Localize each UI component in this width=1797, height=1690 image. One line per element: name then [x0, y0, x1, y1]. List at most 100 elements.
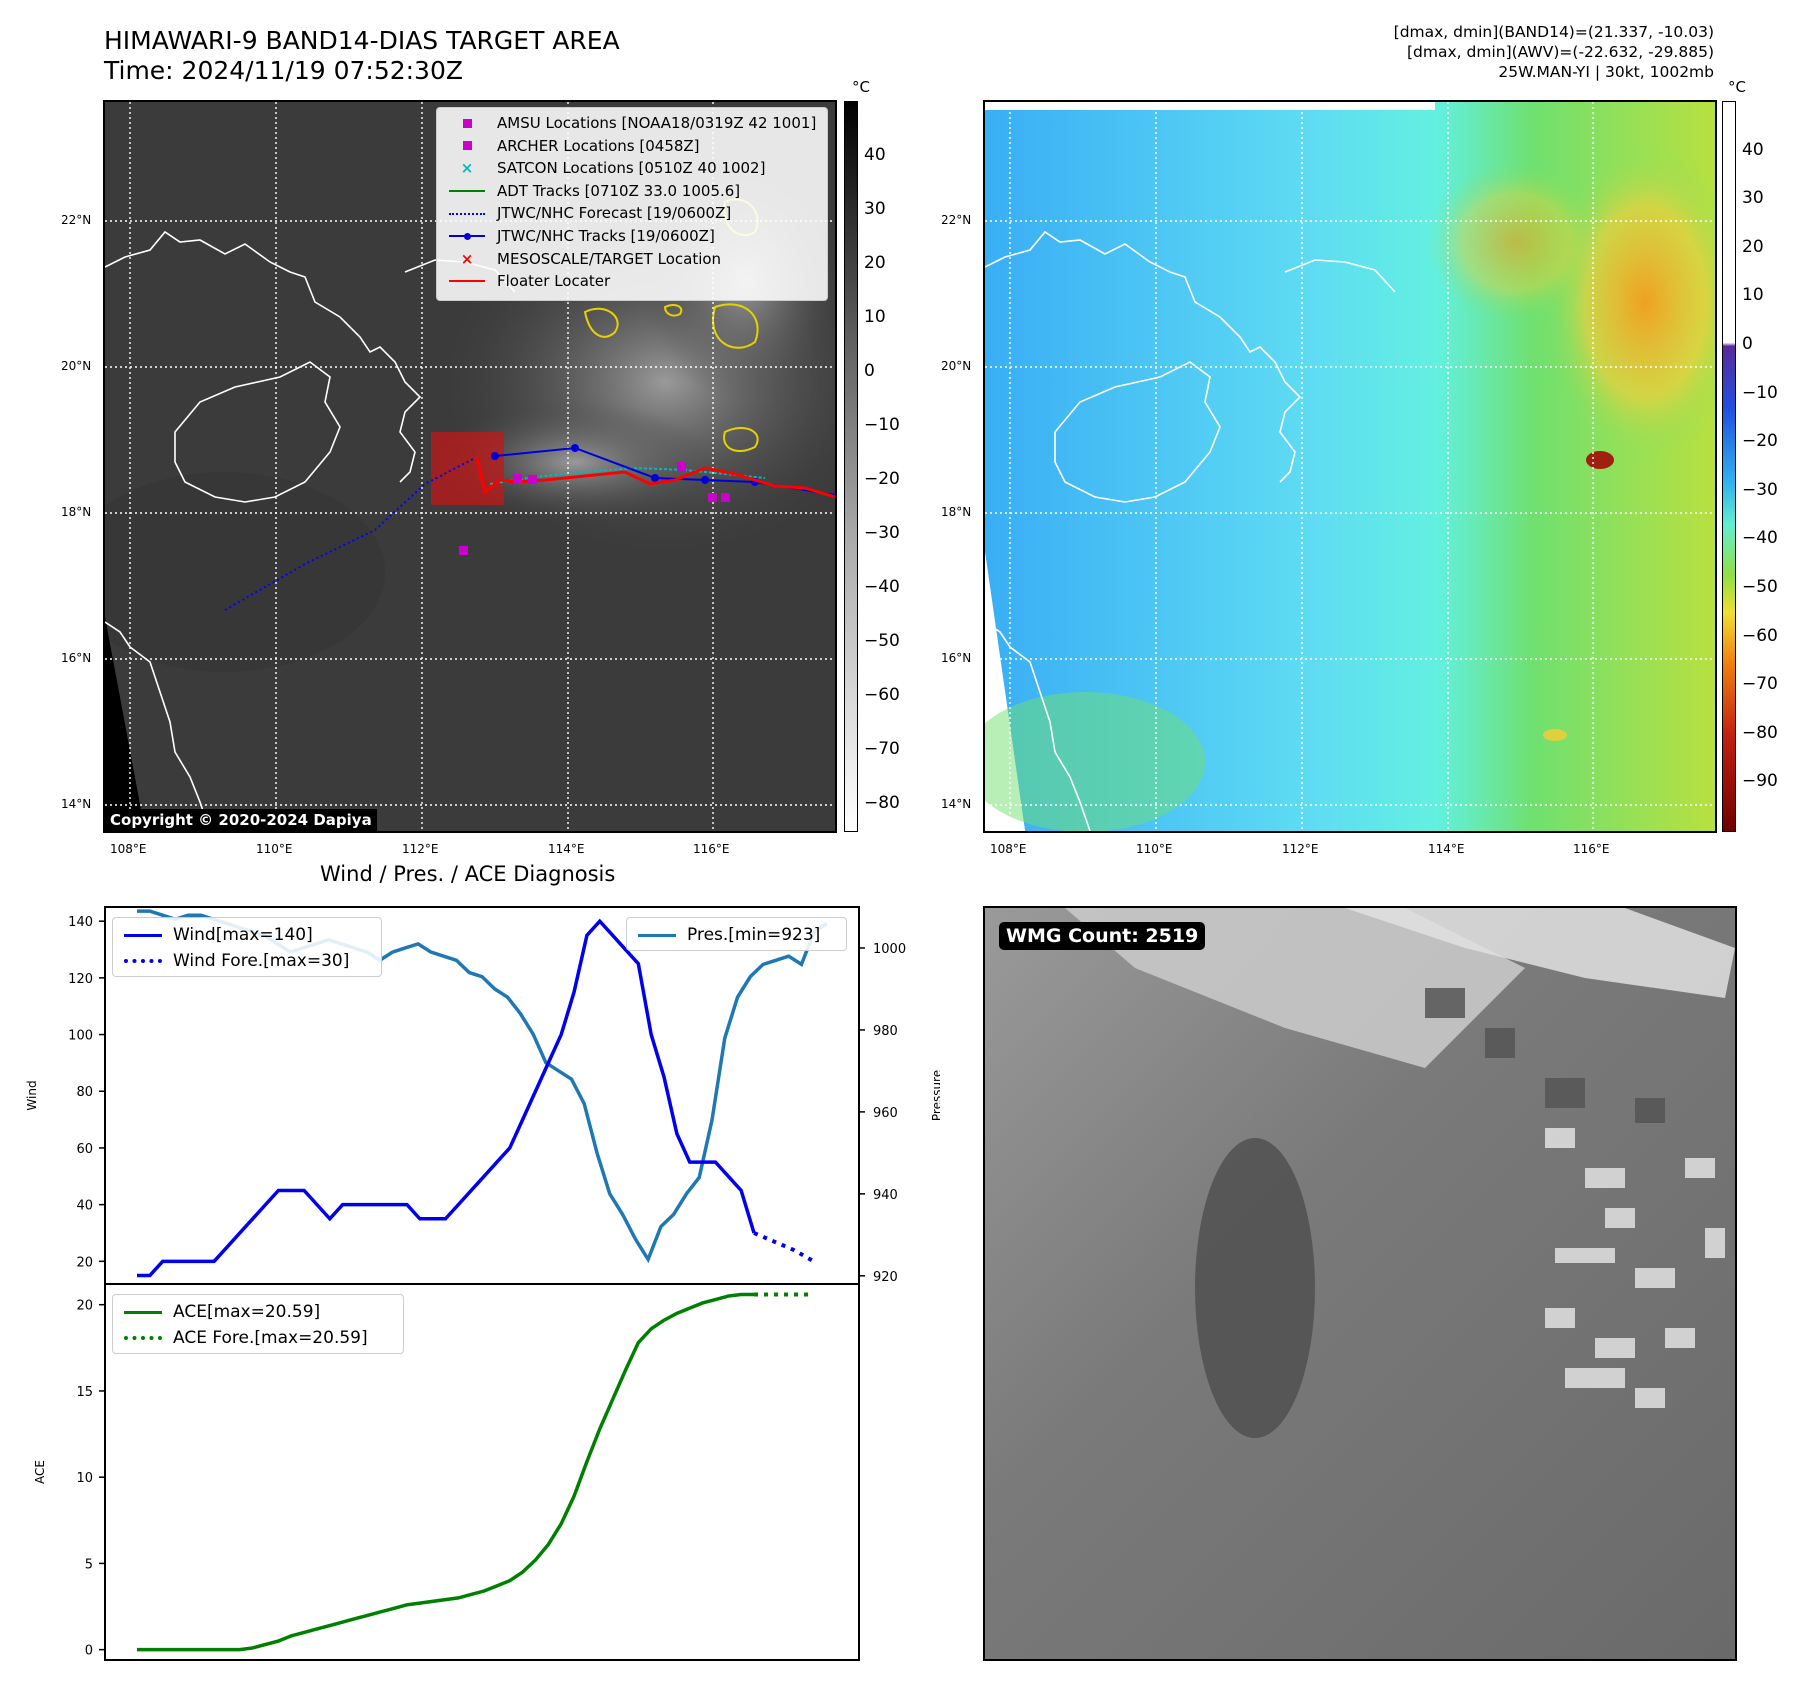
wind-ytick-label: 60 — [76, 1142, 93, 1157]
colorbar-tick-label: −30 — [1742, 479, 1778, 500]
floater-track — [475, 457, 835, 499]
colorbar-tick-label: −50 — [1742, 577, 1778, 597]
colorbar-tick-label: −30 — [864, 523, 900, 543]
colorbar-tick-label: 30 — [1742, 188, 1764, 209]
colorbar-tick-label: 10 — [1742, 285, 1764, 306]
stats-line-3: 25W.MAN-YI | 30kt, 1002mb — [1498, 63, 1714, 81]
ace-axis-label: ACE — [33, 1460, 47, 1484]
pres-axis-label: Pressure — [930, 1070, 940, 1121]
colorbar-tick-label: −60 — [1742, 625, 1778, 646]
lat-tick-label: 16°N — [941, 651, 972, 665]
wv-gridlines — [985, 102, 1715, 831]
pres-ytick-label: 980 — [873, 1024, 898, 1039]
legend-target: × MESOSCALE/TARGET Location — [460, 249, 722, 268]
colorbar-tick-label: −80 — [1742, 722, 1778, 743]
lon-tick-label: 116°E — [693, 842, 730, 856]
diagnosis-title: Wind / Pres. / ACE Diagnosis — [320, 862, 616, 886]
ir-colorbar-unit: °C — [852, 78, 870, 96]
colorbar-tick-label: −50 — [864, 631, 900, 651]
wind-ytick-label: 100 — [68, 1029, 93, 1044]
ace-ytick-label: 15 — [76, 1385, 93, 1400]
colorbar-tick-label: 0 — [864, 361, 875, 381]
lat-tick-label: 22°N — [61, 213, 92, 227]
legend-wind-forecast: Wind Fore.[max=30] — [121, 948, 373, 974]
lat-tick-label: 14°N — [941, 797, 972, 811]
pres-legend: Pres.[min=923] — [626, 917, 847, 951]
wind-line — [137, 918, 756, 1278]
lon-tick-label: 114°E — [1428, 842, 1465, 856]
ace-ytick-label: 20 — [76, 1299, 93, 1314]
pres-ytick-label: 920 — [873, 1270, 898, 1285]
legend-ace-forecast: ACE Fore.[max=20.59] — [121, 1325, 395, 1351]
wind-axis-label: Wind — [25, 1080, 39, 1110]
pres-ytick-label: 1000 — [873, 942, 906, 957]
wind-legend: Wind[max=140] Wind Fore.[max=30] — [112, 917, 382, 977]
wind-ytick-label: 120 — [68, 972, 93, 987]
legend-adt: ADT Tracks [0710Z 33.0 1005.6] — [445, 180, 819, 203]
wv-convective-core — [1586, 451, 1614, 469]
ace-ytick-label: 10 — [76, 1471, 93, 1486]
wind-ytick-label: 20 — [76, 1255, 93, 1270]
no-data-corner — [105, 617, 145, 831]
colorbar-tick-label: −20 — [1742, 431, 1778, 452]
lon-tick-label: 110°E — [256, 842, 293, 856]
ace-ytick-label: 5 — [85, 1557, 93, 1572]
colorbar-tick-label: −60 — [864, 685, 900, 705]
colorbar-tick-label: 20 — [1742, 236, 1764, 257]
colorbar-tick-label: −40 — [1742, 528, 1778, 549]
wmg-panel: WMG Count: 2519 — [983, 906, 1737, 1661]
ace-line — [137, 1292, 755, 1652]
stats-line-1: [dmax, dmin](BAND14)=(21.337, -10.03) — [1393, 23, 1714, 41]
colorbar-tick-label: −90 — [1742, 771, 1778, 792]
lon-tick-label: 112°E — [402, 842, 439, 856]
lon-tick-label: 112°E — [1282, 842, 1319, 856]
lat-tick-label: 20°N — [941, 359, 972, 373]
lon-tick-label: 116°E — [1573, 842, 1610, 856]
wv-coastlines — [985, 230, 1396, 831]
legend-archer: ARCHER Locations [0458Z] — [445, 135, 819, 158]
lat-tick-label: 20°N — [61, 359, 92, 373]
pres-ytick-label: 960 — [873, 1106, 898, 1121]
wmg-dark-core — [1195, 1138, 1315, 1438]
wind-ytick-label: 140 — [68, 915, 93, 930]
colorbar-tick-label: −10 — [864, 415, 900, 435]
diagnosis-chart: 20 40 60 80 100 120 140 920 940 960 980 1000 0 5 10 15 2… — [25, 906, 940, 1661]
legend-amsu: AMSU Locations [NOAA18/0319Z 42 1001] — [445, 112, 819, 135]
wmg-image — [985, 908, 1735, 1659]
chart-title: HIMAWARI-9 BAND14-DIAS TARGET AREA Time:… — [104, 26, 620, 86]
colorbar-tick-label: 10 — [864, 307, 886, 327]
ace-axes-frame — [104, 1283, 860, 1661]
colorbar-tick-label: −20 — [864, 469, 900, 489]
title-line-1: HIMAWARI-9 BAND14-DIAS TARGET AREA — [104, 26, 620, 55]
fix-markers — [459, 462, 730, 555]
legend-ace: ACE[max=20.59] — [121, 1299, 395, 1325]
legend-pres: Pres.[min=923] — [635, 922, 838, 948]
legend-jtwc-tracks: JTWC/NHC Tracks [19/0600Z] — [445, 225, 819, 248]
lon-tick-label: 108°E — [990, 842, 1027, 856]
colorbar-tick-label: −70 — [1742, 674, 1778, 695]
wv-map-svg — [985, 102, 1715, 831]
cloud-core — [435, 402, 715, 522]
copyright-badge: Copyright © 2020-2024 Dapiya — [105, 809, 377, 831]
ace-ytick-label: 0 — [85, 1644, 93, 1659]
wv-colorbar — [1722, 101, 1736, 832]
map-legend: AMSU Locations [NOAA18/0319Z 42 1001] AR… — [436, 107, 828, 301]
colorbar-tick-label: 40 — [864, 145, 886, 165]
lat-tick-label: 14°N — [61, 797, 92, 811]
jtwc-track-points — [491, 444, 759, 486]
wv-colorbar-unit: °C — [1728, 78, 1746, 96]
wmg-count-badge: WMG Count: 2519 — [999, 922, 1206, 950]
mesoscale-target-box — [431, 432, 504, 505]
ir-colorbar — [844, 101, 858, 832]
colorbar-tick-label: −10 — [1742, 382, 1778, 403]
pres-ytick-label: 940 — [873, 1188, 898, 1203]
ace-legend: ACE[max=20.59] ACE Fore.[max=20.59] — [112, 1294, 404, 1354]
lon-tick-label: 114°E — [548, 842, 585, 856]
lat-tick-label: 18°N — [941, 505, 972, 519]
colorbar-tick-label: 40 — [1742, 139, 1764, 160]
legend-floater: Floater Locater — [445, 270, 819, 293]
lon-tick-label: 108°E — [110, 842, 147, 856]
ir-map-panel: AMSU Locations [NOAA18/0319Z 42 1001] AR… — [103, 100, 837, 833]
wind-ytick-label: 80 — [76, 1085, 93, 1100]
colorbar-tick-label: −40 — [864, 577, 900, 597]
